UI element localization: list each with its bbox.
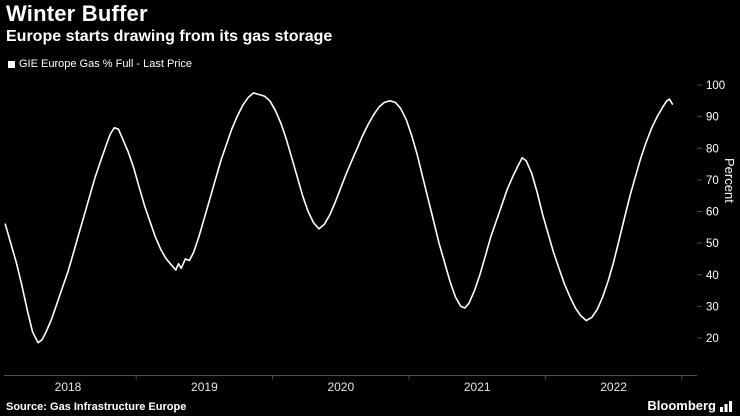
bloomberg-logo: Bloomberg bbox=[647, 398, 732, 413]
svg-text:2020: 2020 bbox=[327, 380, 354, 394]
svg-text:30: 30 bbox=[706, 301, 719, 313]
svg-text:2021: 2021 bbox=[464, 380, 491, 394]
svg-text:70: 70 bbox=[706, 175, 719, 187]
svg-text:60: 60 bbox=[706, 207, 719, 219]
svg-text:2018: 2018 bbox=[55, 380, 82, 394]
svg-text:80: 80 bbox=[706, 143, 719, 155]
y-axis-title: Percent bbox=[722, 158, 737, 203]
svg-text:2019: 2019 bbox=[191, 380, 218, 394]
svg-text:40: 40 bbox=[706, 270, 719, 282]
bloomberg-wordmark: Bloomberg bbox=[647, 398, 716, 413]
svg-text:100: 100 bbox=[706, 80, 725, 92]
legend: GIE Europe Gas % Full - Last Price bbox=[8, 58, 192, 70]
svg-text:2022: 2022 bbox=[600, 380, 627, 394]
legend-marker-icon bbox=[8, 60, 15, 68]
source-note: Source: Gas Infrastructure Europe bbox=[6, 401, 187, 413]
chart-subtitle: Europe starts drawing from its gas stora… bbox=[6, 28, 333, 45]
svg-text:90: 90 bbox=[706, 112, 719, 124]
svg-text:20: 20 bbox=[706, 333, 719, 345]
svg-text:50: 50 bbox=[706, 238, 719, 250]
chart-title: Winter Buffer bbox=[6, 1, 148, 26]
legend-label: GIE Europe Gas % Full - Last Price bbox=[19, 58, 193, 70]
bloomberg-chart-icon bbox=[720, 400, 732, 412]
